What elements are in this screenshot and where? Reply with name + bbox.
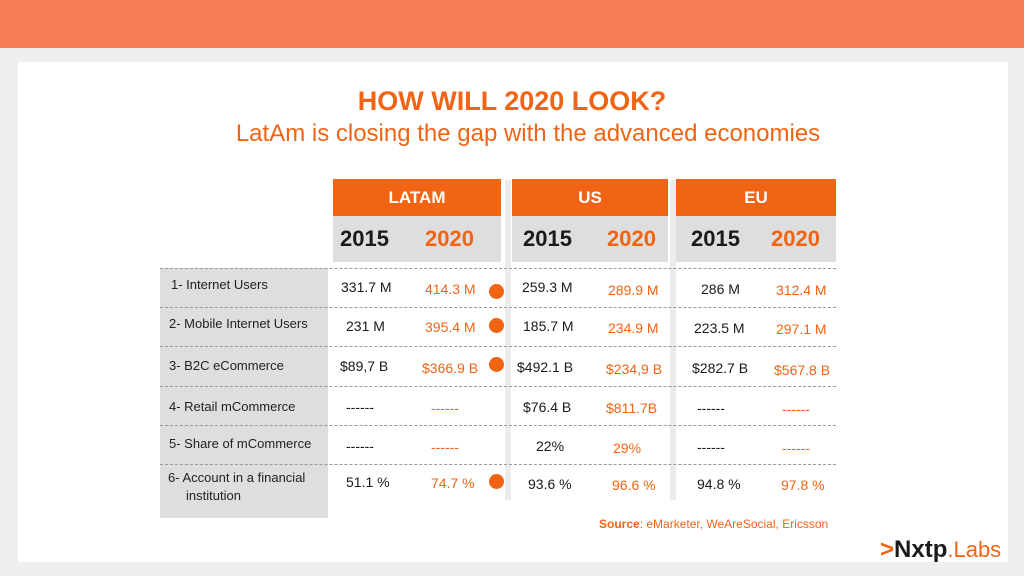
top-banner [0, 0, 1024, 48]
row-separator [160, 307, 836, 308]
row-label-b2c-ecommerce: 3- B2C eCommerce [169, 358, 284, 373]
row-label-financial-account: 6- Account in a financial [168, 470, 306, 485]
cell-us-2015: 22% [536, 438, 565, 454]
region-header-eu: EU [676, 179, 836, 216]
cell-latam-2015: 331.7 M [341, 279, 392, 295]
source-prefix: Source [599, 517, 640, 531]
year-band-eu [676, 216, 836, 262]
cell-us-2020: 234.9 M [608, 320, 659, 336]
row-separator [160, 346, 836, 347]
cell-latam-2020: ------ [431, 400, 459, 416]
cell-latam-2015: 51.1 % [346, 474, 390, 490]
cell-latam-2020: 395.4 M [425, 319, 476, 335]
cell-eu-2015: 223.5 M [694, 320, 745, 336]
highlight-dot [489, 357, 504, 372]
row-separator [160, 268, 836, 269]
latam-2020-header: 2020 [425, 226, 474, 251]
cell-us-2015: 259.3 M [522, 279, 573, 295]
year-band-latam [333, 216, 501, 262]
cell-eu-2020: 297.1 M [776, 321, 827, 337]
column-separator [505, 180, 511, 500]
highlight-dot [489, 284, 504, 299]
slide-title: HOW WILL 2020 LOOK? [357, 86, 667, 116]
row-label-share-mcommerce: 5- Share of mCommerce [169, 436, 312, 451]
row-labels-panel [160, 268, 328, 518]
slide-subtitle: LatAm is closing the gap with the advanc… [235, 120, 821, 147]
cell-latam-2020: $366.9 B [422, 360, 479, 376]
cell-eu-2015: $282.7 B [692, 360, 749, 376]
row-label-mobile-internet-users: 2- Mobile Internet Users [169, 316, 308, 331]
cell-latam-2015: ------ [346, 399, 374, 415]
row-separator [160, 425, 836, 426]
cell-us-2015: $76.4 B [523, 399, 572, 415]
cell-us-2020: $811.7B [606, 400, 658, 416]
column-separator [670, 180, 676, 500]
cell-us-2020: 289.9 M [608, 282, 659, 298]
source-note: Source: eMarketer, WeAreSocial, Ericsson [599, 517, 828, 531]
logo-chevron: > [880, 536, 895, 563]
row-separator [160, 386, 836, 387]
cell-us-2020: 96.6 % [612, 477, 656, 493]
row-label-internet-users: 1- Internet Users [171, 277, 268, 292]
cell-us-2020: $234,9 B [606, 361, 663, 377]
us-2015-header: 2015 [523, 226, 572, 251]
cell-latam-2015: 231 M [346, 318, 385, 334]
eu-2015-header: 2015 [691, 226, 740, 251]
cell-eu-2015: 94.8 % [697, 476, 741, 492]
cell-latam-2020: 414.3 M [425, 281, 476, 297]
highlight-dot [489, 474, 504, 489]
cell-latam-2015: ------ [346, 438, 374, 454]
latam-2015-header: 2015 [340, 226, 389, 251]
row-separator [160, 464, 836, 465]
cell-latam-2020: 74.7 % [431, 475, 475, 491]
us-2020-header: 2020 [607, 226, 656, 251]
cell-eu-2020: 97.8 % [781, 477, 825, 493]
cell-us-2015: 93.6 % [528, 476, 572, 492]
cell-us-2015: 185.7 M [523, 318, 574, 334]
cell-eu-2020: ------ [782, 401, 810, 417]
nxtp-labs-logo: >Nxtp.Labs [880, 536, 1001, 564]
cell-eu-2015: ------ [697, 400, 725, 416]
cell-eu-2020: ------ [782, 440, 810, 456]
logo-suffix: .Labs [947, 537, 1002, 562]
cell-eu-2020: $567.8 B [774, 362, 831, 378]
highlight-dot [489, 318, 504, 333]
cell-eu-2020: 312.4 M [776, 282, 827, 298]
eu-2020-header: 2020 [771, 226, 820, 251]
cell-eu-2015: ------ [697, 439, 725, 455]
row-label-financial-account-line2: institution [186, 488, 241, 503]
cell-eu-2015: 286 M [701, 281, 740, 297]
logo-name: Nxtp [894, 536, 948, 563]
region-header-us: US [512, 179, 668, 216]
cell-latam-2020: ------ [431, 439, 459, 455]
cell-us-2015: $492.1 B [517, 359, 574, 375]
row-label-retail-mcommerce: 4- Retail mCommerce [169, 399, 296, 414]
cell-latam-2015: $89,7 B [340, 358, 389, 374]
source-text: : eMarketer, WeAreSocial, Ericsson [639, 517, 829, 531]
cell-us-2020: 29% [613, 440, 642, 456]
region-header-latam: LATAM [333, 179, 501, 216]
year-band-us [512, 216, 668, 262]
